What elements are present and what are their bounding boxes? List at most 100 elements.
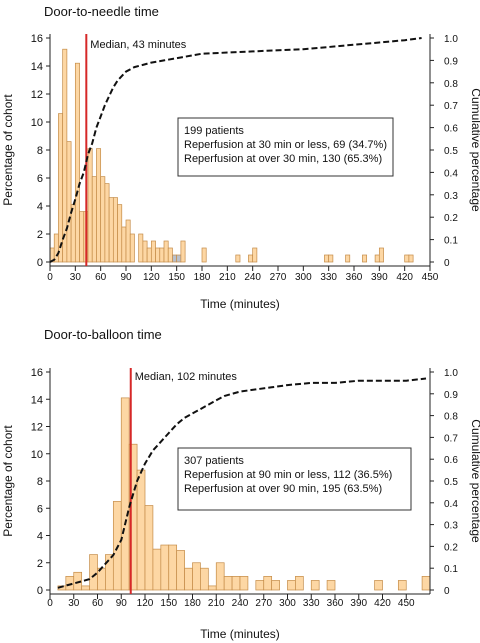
bar — [91, 176, 97, 263]
bar — [215, 562, 225, 591]
x-tick-label: 0 — [47, 272, 53, 283]
x-tick-label: 270 — [270, 272, 287, 283]
x-tick-label: 420 — [396, 272, 413, 283]
y2-tick-label: 1.0 — [444, 34, 458, 45]
x-tick-label: 240 — [244, 272, 261, 283]
bar — [160, 544, 170, 591]
x-tick-label: 120 — [137, 598, 154, 609]
bar — [144, 505, 154, 591]
bar — [310, 580, 320, 591]
bar — [121, 226, 127, 263]
y2-tick-label: 0.5 — [444, 146, 458, 157]
bar — [397, 580, 407, 591]
bar — [79, 211, 85, 263]
y2-tick-label: 0.8 — [444, 79, 458, 90]
x-tick-label: 90 — [120, 272, 132, 283]
bar — [65, 576, 75, 591]
bar — [172, 254, 178, 263]
y-tick-label: 16 — [31, 367, 43, 379]
cumulative-curve — [57, 377, 427, 589]
bar — [100, 176, 106, 263]
y-axis-label: Percentage of cohort — [1, 425, 15, 537]
bar — [324, 254, 330, 263]
bar — [180, 240, 186, 263]
bar — [255, 580, 265, 591]
bar — [184, 567, 193, 591]
y2-tick-label: 0.4 — [444, 499, 458, 510]
bar — [408, 254, 414, 263]
bar — [97, 567, 106, 591]
x-tick-label: 390 — [371, 272, 388, 283]
y-axis-label: Percentage of cohort — [1, 94, 15, 206]
bar — [362, 254, 368, 263]
median-label: Median, 102 minutes — [135, 371, 238, 383]
bar — [112, 197, 118, 263]
bar — [53, 233, 59, 263]
bar — [129, 233, 135, 263]
x-tick-label: 240 — [232, 598, 249, 609]
bar — [252, 247, 258, 263]
y2-axis-label: Cumulative percentage — [469, 88, 480, 212]
bar — [207, 585, 217, 591]
bar — [287, 580, 296, 591]
y2-tick-label: 0.2 — [444, 542, 458, 553]
bar — [231, 576, 241, 591]
bar — [235, 254, 241, 263]
y-tick-label: 10 — [31, 117, 43, 129]
bar — [87, 148, 93, 263]
info-line: Reperfusion at over 90 min, 195 (63.5%) — [184, 483, 382, 495]
y-tick-label: 2 — [37, 229, 43, 241]
x-tick-label: 360 — [327, 598, 344, 609]
info-line: 307 patients — [184, 455, 244, 467]
x-tick-label: 390 — [350, 598, 367, 609]
x-tick-label: 450 — [398, 598, 415, 609]
x-axis-label: Time (minutes) — [200, 297, 280, 311]
y2-tick-label: 1.0 — [444, 368, 458, 379]
bar — [345, 254, 351, 263]
y2-tick-label: 0.6 — [444, 124, 458, 135]
bar — [378, 247, 384, 263]
y2-tick-label: 0.3 — [444, 191, 458, 202]
chart-title: Door-to-balloon time — [44, 327, 162, 342]
bar — [81, 585, 90, 591]
chart-1: Door-to-needle time 0 2 4 6 8 10 12 14 16 0 0.1 0.2 0… — [1, 4, 480, 311]
info-line: Reperfusion at over 30 min, 130 (65.3%) — [184, 153, 382, 165]
y2-tick-label: 0.9 — [444, 56, 458, 67]
y-tick-label: 0 — [37, 257, 43, 269]
y2-tick-label: 0.7 — [444, 101, 458, 112]
y2-axis-label: Cumulative percentage — [469, 419, 480, 543]
bar — [176, 550, 185, 591]
y2-tick-label: 0.1 — [444, 236, 458, 247]
x-tick-label: 360 — [346, 272, 363, 283]
bar — [326, 580, 336, 591]
x-tick-label: 330 — [320, 272, 337, 283]
bar — [104, 183, 110, 263]
x-tick-label: 300 — [295, 272, 312, 283]
y2-tick-label: 0.3 — [444, 521, 458, 532]
x-tick-label: 180 — [184, 598, 201, 609]
x-tick-label: 90 — [116, 598, 128, 609]
bar — [263, 576, 273, 591]
y-tick-label: 4 — [37, 201, 43, 213]
bar — [374, 254, 380, 263]
y2-tick-label: 0.8 — [444, 412, 458, 423]
y2-tick-label: 0.6 — [444, 455, 458, 466]
y2-tick-label: 0.5 — [444, 477, 458, 488]
y2-tick-label: 0.7 — [444, 433, 458, 444]
info-box — [177, 117, 394, 177]
bar — [152, 548, 162, 591]
bar — [159, 247, 165, 263]
bar — [421, 576, 431, 591]
bar — [138, 233, 144, 263]
info-box — [177, 447, 412, 511]
x-tick-label: 120 — [143, 272, 160, 283]
x-tick-label: 150 — [160, 598, 177, 609]
cumulative-curve — [49, 37, 422, 263]
bar — [108, 197, 114, 263]
chart-2: Door-to-balloon time 0 2 4 6 8 10 12 14 16 0 0.1 0.2… — [1, 327, 480, 641]
bar — [200, 567, 209, 591]
bar — [73, 571, 83, 591]
x-tick-label: 180 — [194, 272, 211, 283]
x-tick-label: 270 — [255, 598, 272, 609]
